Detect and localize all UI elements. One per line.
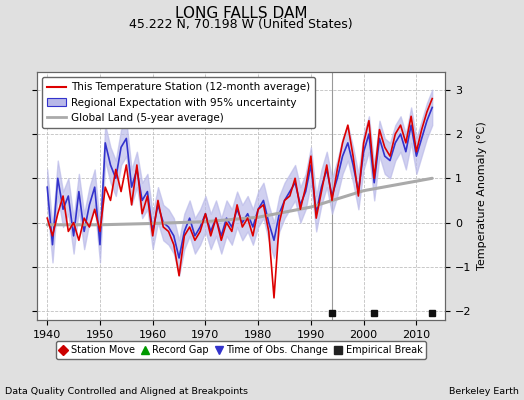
Text: 45.222 N, 70.198 W (United States): 45.222 N, 70.198 W (United States) bbox=[129, 18, 353, 31]
Text: Berkeley Earth: Berkeley Earth bbox=[449, 387, 519, 396]
Legend: This Temperature Station (12-month average), Regional Expectation with 95% uncer: This Temperature Station (12-month avera… bbox=[42, 77, 315, 128]
Text: Data Quality Controlled and Aligned at Breakpoints: Data Quality Controlled and Aligned at B… bbox=[5, 387, 248, 396]
Y-axis label: Temperature Anomaly (°C): Temperature Anomaly (°C) bbox=[477, 122, 487, 270]
Legend: Station Move, Record Gap, Time of Obs. Change, Empirical Break: Station Move, Record Gap, Time of Obs. C… bbox=[56, 341, 426, 359]
Text: LONG FALLS DAM: LONG FALLS DAM bbox=[175, 6, 307, 21]
